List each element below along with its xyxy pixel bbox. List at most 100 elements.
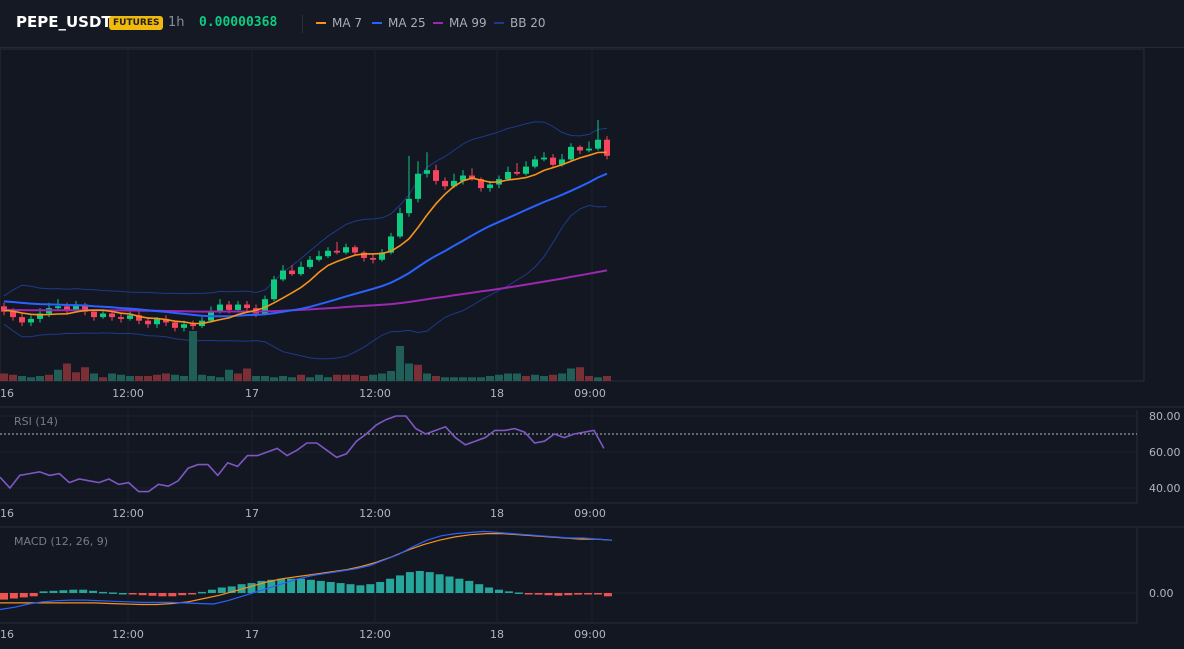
volume-bar [450,377,458,381]
volume-bar [261,376,269,381]
candle-up [415,173,421,199]
candle-down [433,170,439,181]
candle-up [595,139,601,149]
macd-histogram-bar [49,590,58,593]
candle-up [397,213,403,237]
legend-ma99[interactable]: MA 99 [433,16,487,30]
candle-up [73,304,79,310]
candle-up [271,279,277,300]
volume-bar [90,373,98,381]
macd-histogram-bar [564,593,573,596]
candle-down [289,270,295,275]
volume-bar [297,374,305,381]
candle-up [406,198,412,214]
macd-histogram-bar [138,593,147,596]
macd-histogram-bar [247,583,256,593]
volume-bar [18,376,26,381]
candle-down [10,311,16,318]
volume-bar [0,373,8,381]
candle-down [352,247,358,253]
volume-bar [153,374,161,381]
candle-up [568,146,574,160]
candle-up [523,166,529,174]
time-tick-label: 12:00 [112,628,144,641]
legend-ma25[interactable]: MA 25 [372,16,426,30]
time-tick-label: 18 [490,387,504,400]
volume-bar [351,374,359,381]
volume-bar [495,374,503,381]
time-tick-label: 17 [245,387,259,400]
volume-bar [333,374,341,381]
macd-label: MACD (12, 26, 9) [14,535,108,548]
volume-bar [486,376,494,381]
candle-up [424,170,430,174]
interval-label[interactable]: 1h [168,15,185,30]
candle-down [118,317,124,319]
futures-badge: FUTURES [109,16,164,30]
macd-histogram-bar [574,593,583,595]
candle-up [217,304,223,312]
volume-bar [396,346,404,381]
candle-up [235,304,241,310]
time-tick-label: 18 [490,507,504,520]
candle-up [100,313,106,318]
symbol-title[interactable]: PEPE_USDT [16,13,112,31]
volume-bar [432,376,440,381]
candle-down [550,157,556,165]
volume-bar [531,374,539,381]
candle-down [109,313,115,318]
candle-down [145,320,151,325]
volume-bar [36,376,44,381]
macd-histogram-bar [455,578,464,593]
legend-bb20[interactable]: BB 20 [494,16,546,30]
volume-bar [207,376,215,381]
candle-up [316,256,322,260]
candle-up [559,159,565,165]
candle-up [460,175,466,181]
rsi-tick-label: 80.00 [1149,410,1181,423]
ma25-line [3,172,608,318]
candle-up [28,318,34,323]
time-tick-label: 12:00 [359,628,391,641]
volume-bar [171,374,179,381]
volume-bar [288,377,296,381]
candle-up [280,270,286,280]
volume-bar [135,376,143,381]
macd-histogram-bar [297,578,305,593]
time-tick-label: 16 [0,628,14,641]
volume-bar [594,377,602,381]
volume-bar [423,373,431,381]
macd-line [0,530,613,611]
time-tick-label: 18 [490,628,504,641]
legend-label: MA 7 [332,16,363,30]
macd-histogram-bar [495,589,503,593]
macd-histogram-bar [396,575,404,593]
volume-bar [117,374,125,381]
time-tick-label: 09:00 [574,628,606,641]
volume-bar [108,373,116,381]
legend-label: BB 20 [510,16,546,30]
volume-bar [441,377,449,381]
macd-histogram-bar [336,583,345,593]
macd-histogram-bar [158,593,167,597]
macd-histogram-bar [257,580,266,593]
volume-bar [468,377,476,381]
candlesticks [1,120,610,332]
volume-bar [315,374,323,381]
candle-down [370,257,376,260]
candle-up [154,318,160,325]
legend-ma7[interactable]: MA 7 [316,16,362,30]
candle-up [55,306,61,309]
time-tick-label: 12:00 [112,507,144,520]
macd-histogram-bar [267,579,276,593]
volume-bar [324,377,332,381]
chart-header: PEPE_USDT FUTURES 1h 0.00000368 MA 7 MA … [0,0,1184,48]
macd-histogram-bar [435,574,444,593]
axes: 16 12:00 17 12:00 18 09:00 16 12:00 17 12:00 18 09:… [0,387,1181,641]
macd-signal-line [0,533,613,606]
candle-down [478,179,484,189]
macd-histogram-bar [9,593,18,599]
macd-histogram-bar [59,590,68,593]
macd-histogram-bar [366,584,375,593]
